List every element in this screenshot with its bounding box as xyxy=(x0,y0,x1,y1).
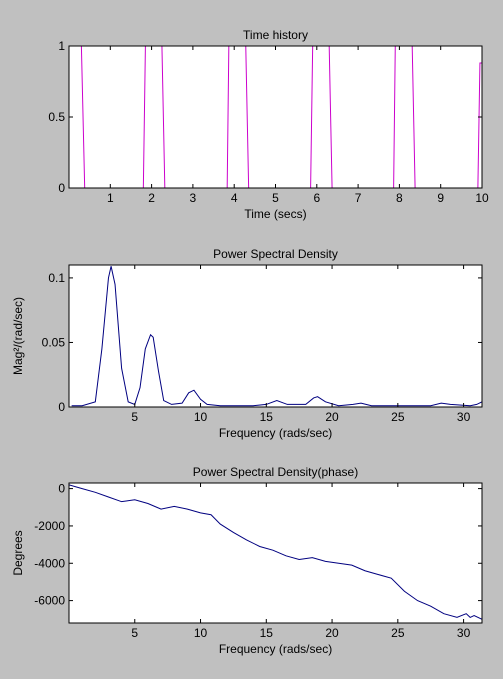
x-tick-label: 20 xyxy=(325,410,339,424)
y-tick-label: -2000 xyxy=(34,519,65,533)
x-tick-label: 20 xyxy=(325,626,339,640)
axes-frame xyxy=(68,264,483,408)
x-tick-label: 30 xyxy=(457,410,471,424)
psd-title: Power Spectral Density xyxy=(213,247,338,261)
x-tick-label: 10 xyxy=(194,410,208,424)
x-tick-label: 6 xyxy=(313,191,320,205)
y-tick-label: 0 xyxy=(58,400,65,414)
time-history-plot: 1 2 3 4 5 6 7 8 9 10 0 0.5 1 Time history Time (secs) xyxy=(48,28,489,221)
x-axis-label: Time (secs) xyxy=(244,207,306,221)
x-tick-label: 9 xyxy=(437,191,444,205)
axes-background xyxy=(69,265,482,407)
time-history-title: Time history xyxy=(243,28,308,42)
x-tick-label: 2 xyxy=(148,191,155,205)
x-axis-label: Frequency (rads/sec) xyxy=(219,426,332,440)
x-tick-label: 25 xyxy=(391,410,405,424)
x-tick-label: 3 xyxy=(190,191,197,205)
x-tick-label: 15 xyxy=(260,626,274,640)
psd-phase-title: Power Spectral Density(phase) xyxy=(193,465,358,479)
y-tick-label: 0.5 xyxy=(48,110,65,124)
data-line xyxy=(71,266,482,407)
y-tick-label: -6000 xyxy=(34,594,65,608)
y-tick-label: 0.05 xyxy=(42,335,66,349)
x-tick-label: 10 xyxy=(475,191,489,205)
y-axis-label: Degrees xyxy=(11,530,25,575)
x-tick-label: 5 xyxy=(131,626,138,640)
y-tick-label: 0.1 xyxy=(48,271,65,285)
axes-background xyxy=(69,483,482,623)
x-tick-label: 10 xyxy=(194,626,208,640)
y-tick-label: -4000 xyxy=(34,556,65,570)
x-tick-label: 25 xyxy=(391,626,405,640)
axes-frame xyxy=(68,482,483,624)
y-tick-label: 1 xyxy=(58,39,65,53)
x-tick-label: 1 xyxy=(107,191,114,205)
y-tick-label: 0 xyxy=(58,181,65,195)
psd-plot: 5 10 15 20 25 30 0 0.05 0.1 Power Spectral Densit… xyxy=(11,247,483,440)
y-axis-label: Mag²/(rad/sec) xyxy=(11,297,25,375)
x-axis-label: Frequency (rads/sec) xyxy=(219,642,332,656)
data-line xyxy=(71,46,482,188)
x-tick-label: 5 xyxy=(272,191,279,205)
x-tick-label: 7 xyxy=(355,191,362,205)
x-tick-label: 15 xyxy=(260,410,274,424)
x-tick-label: 5 xyxy=(131,410,138,424)
y-tick-label: 0 xyxy=(58,482,65,496)
x-tick-label: 30 xyxy=(457,626,471,640)
axes-background xyxy=(69,46,482,188)
psd-phase-plot: 5 10 15 20 25 30 0 -2000 -4000 -6000 Power Spectra… xyxy=(11,465,483,656)
data-line xyxy=(69,484,482,620)
x-tick-label: 8 xyxy=(396,191,403,205)
x-tick-label: 4 xyxy=(231,191,238,205)
